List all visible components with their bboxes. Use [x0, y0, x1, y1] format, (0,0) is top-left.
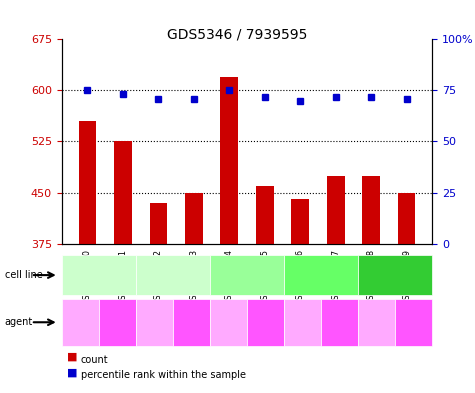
Text: inactive
JQ1: inactive JQ1 — [102, 312, 133, 332]
Text: inactive
JQ1: inactive JQ1 — [399, 312, 429, 332]
Text: inactive
JQ1: inactive JQ1 — [324, 312, 355, 332]
Bar — [291, 199, 309, 244]
Bar — [220, 77, 238, 244]
Bar — [256, 186, 274, 244]
Text: MB004: MB004 — [152, 270, 194, 280]
Text: count: count — [81, 354, 108, 365]
Text: D458: D458 — [305, 270, 337, 280]
Text: inactive
JQ1: inactive JQ1 — [250, 312, 281, 332]
Bar — [362, 176, 380, 244]
Text: ■: ■ — [66, 367, 77, 377]
Text: active
JQ1: active JQ1 — [365, 312, 389, 332]
Text: D283: D283 — [231, 270, 263, 280]
Text: GDS5346 / 7939595: GDS5346 / 7939595 — [167, 28, 308, 42]
Bar — [150, 203, 167, 244]
Text: active
JQ1: active JQ1 — [142, 312, 166, 332]
Bar — [327, 176, 344, 244]
Bar — [114, 141, 132, 244]
Text: percentile rank within the sample: percentile rank within the sample — [81, 370, 246, 380]
Text: agent: agent — [5, 317, 33, 327]
Bar — [78, 121, 96, 244]
Bar — [185, 193, 203, 244]
Text: active
JQ1: active JQ1 — [217, 312, 240, 332]
Text: MB002: MB002 — [77, 270, 120, 280]
Bar — [398, 193, 416, 244]
Text: D556: D556 — [379, 270, 411, 280]
Text: active
JQ1: active JQ1 — [68, 312, 92, 332]
Text: ■: ■ — [66, 352, 77, 362]
Text: cell line: cell line — [5, 270, 42, 280]
Text: active
JQ1: active JQ1 — [291, 312, 314, 332]
Text: inactive
JQ1: inactive JQ1 — [176, 312, 207, 332]
